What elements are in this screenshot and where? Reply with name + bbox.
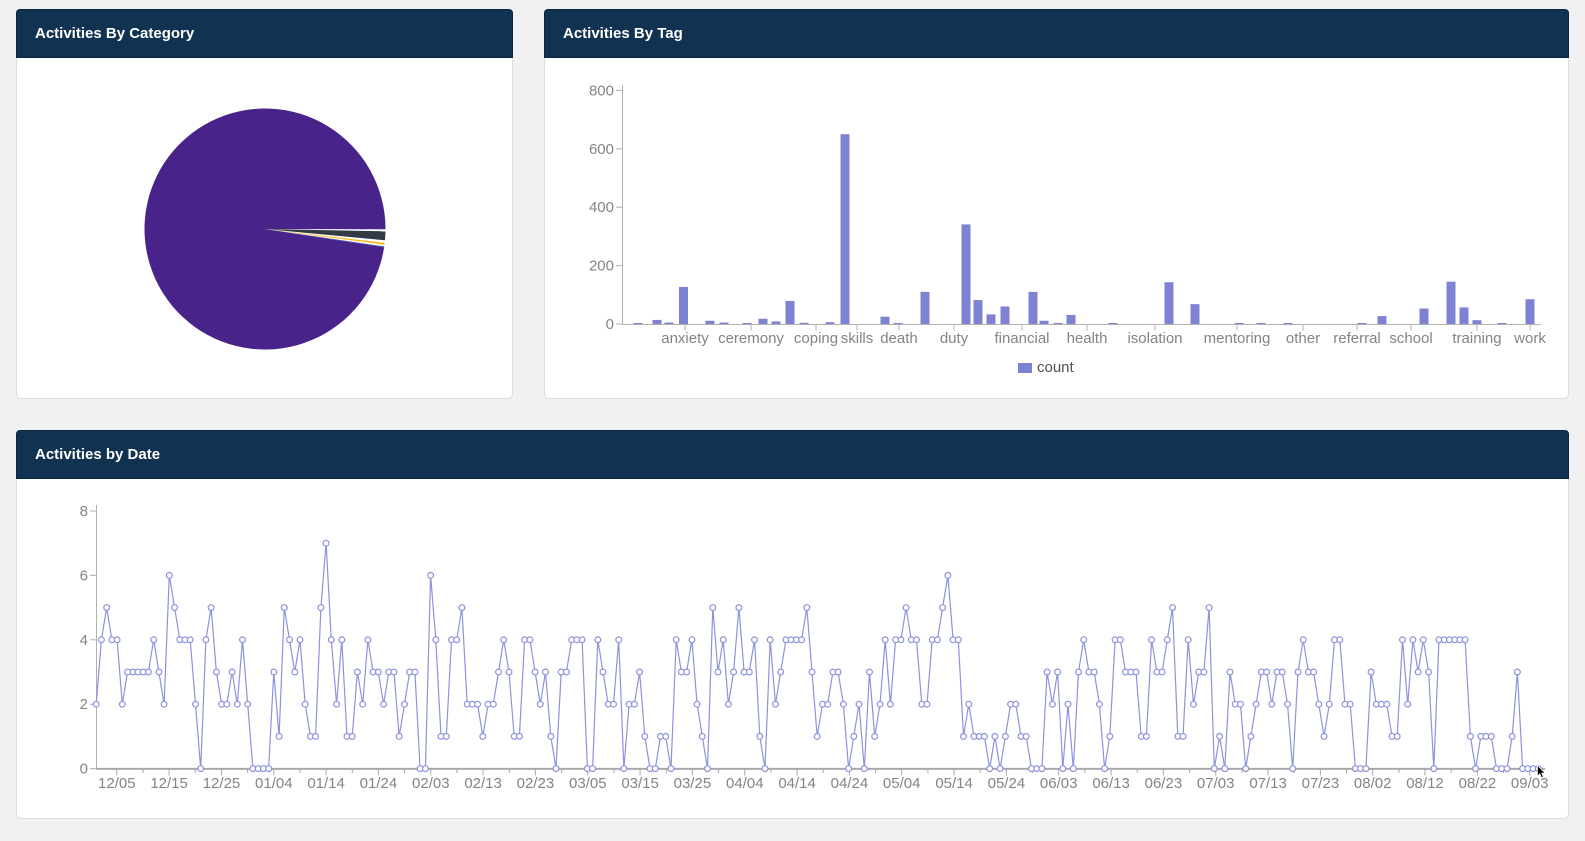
svg-text:training: training — [1452, 330, 1501, 347]
svg-text:05/14: 05/14 — [935, 775, 973, 792]
svg-text:07/03: 07/03 — [1197, 775, 1235, 792]
svg-text:death: death — [880, 330, 918, 347]
svg-text:04/14: 04/14 — [778, 775, 816, 792]
svg-text:01/04: 01/04 — [255, 775, 293, 792]
svg-text:health: health — [1067, 330, 1108, 347]
svg-text:4: 4 — [80, 632, 88, 649]
svg-text:8: 8 — [80, 503, 88, 520]
svg-text:800: 800 — [589, 82, 614, 99]
svg-text:05/24: 05/24 — [988, 775, 1026, 792]
svg-text:04/24: 04/24 — [831, 775, 869, 792]
svg-text:02/03: 02/03 — [412, 775, 450, 792]
svg-text:12/05: 12/05 — [98, 775, 136, 792]
svg-text:other: other — [1286, 330, 1320, 347]
svg-text:200: 200 — [589, 258, 614, 275]
svg-text:6: 6 — [80, 567, 88, 584]
svg-text:09/03: 09/03 — [1511, 775, 1549, 792]
svg-text:400: 400 — [589, 199, 614, 216]
svg-text:skills: skills — [841, 330, 874, 347]
svg-text:isolation: isolation — [1127, 330, 1182, 347]
svg-text:anxiety: anxiety — [661, 330, 709, 347]
svg-text:06/13: 06/13 — [1092, 775, 1130, 792]
svg-text:03/15: 03/15 — [621, 775, 659, 792]
svg-text:duty: duty — [940, 330, 969, 347]
svg-text:04/04: 04/04 — [726, 775, 764, 792]
svg-text:06/23: 06/23 — [1145, 775, 1183, 792]
svg-text:mentoring: mentoring — [1204, 330, 1271, 347]
svg-text:ceremony: ceremony — [718, 330, 784, 347]
svg-text:school: school — [1389, 330, 1432, 347]
svg-text:02/13: 02/13 — [464, 775, 502, 792]
svg-text:600: 600 — [589, 141, 614, 158]
svg-text:0: 0 — [80, 761, 88, 778]
svg-text:06/03: 06/03 — [1040, 775, 1078, 792]
svg-text:12/15: 12/15 — [150, 775, 188, 792]
svg-text:08/02: 08/02 — [1354, 775, 1392, 792]
svg-text:count: count — [1037, 359, 1075, 376]
svg-text:05/04: 05/04 — [883, 775, 921, 792]
svg-text:referral: referral — [1333, 330, 1381, 347]
svg-text:08/12: 08/12 — [1406, 775, 1444, 792]
svg-text:work: work — [1513, 330, 1546, 347]
svg-text:07/13: 07/13 — [1249, 775, 1287, 792]
svg-text:coping: coping — [794, 330, 838, 347]
svg-text:08/22: 08/22 — [1459, 775, 1497, 792]
svg-text:03/05: 03/05 — [569, 775, 607, 792]
svg-text:01/24: 01/24 — [360, 775, 398, 792]
svg-text:2: 2 — [80, 696, 88, 713]
svg-text:02/23: 02/23 — [517, 775, 555, 792]
svg-text:03/25: 03/25 — [674, 775, 712, 792]
svg-text:12/25: 12/25 — [203, 775, 241, 792]
svg-text:financial: financial — [994, 330, 1049, 347]
svg-text:01/14: 01/14 — [307, 775, 345, 792]
svg-text:07/23: 07/23 — [1302, 775, 1340, 792]
svg-text:0: 0 — [606, 316, 614, 333]
